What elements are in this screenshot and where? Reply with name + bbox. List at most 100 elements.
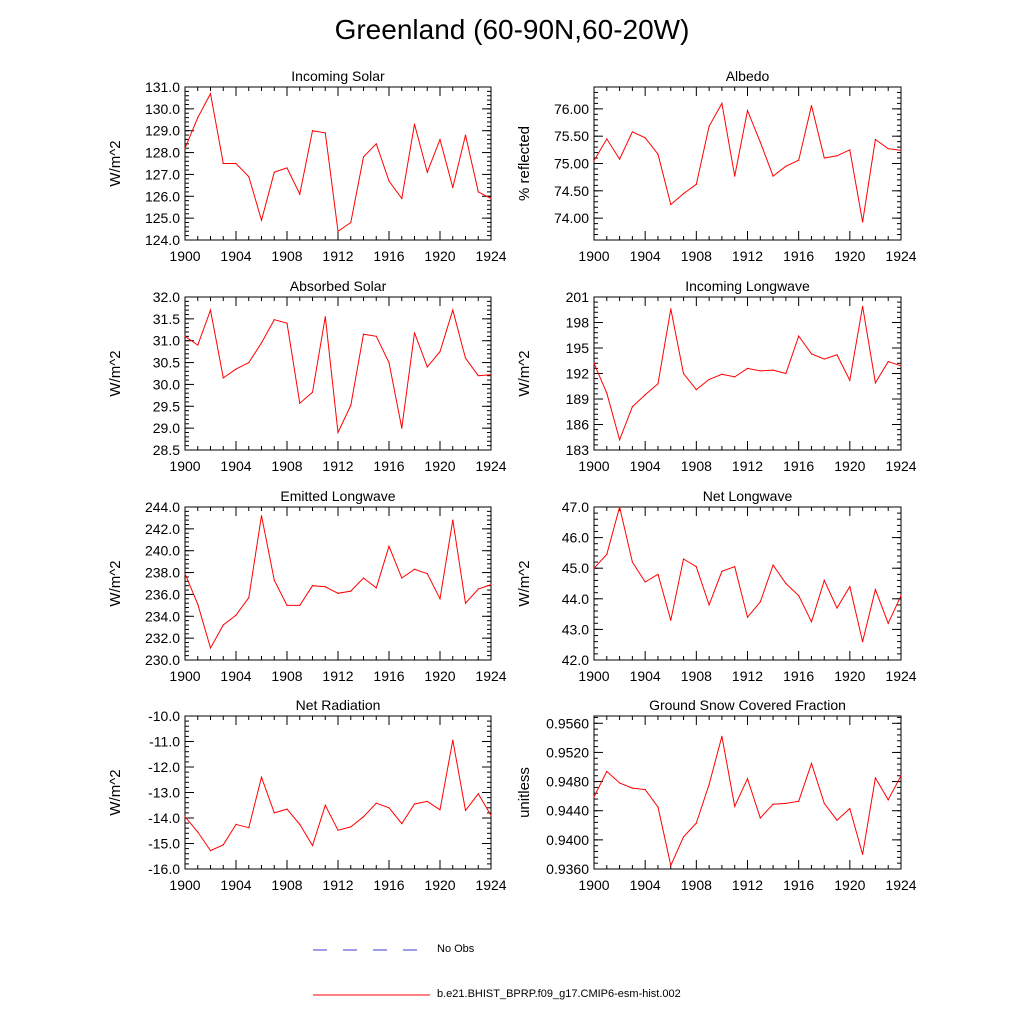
data-point [887, 622, 889, 624]
y-tick-label: 192 [566, 366, 590, 382]
data-point [695, 566, 697, 568]
data-point [785, 802, 787, 805]
data-point [810, 762, 813, 764]
data-point [785, 582, 787, 585]
data-point [772, 369, 774, 371]
y-axis-label: W/m^2 [107, 140, 124, 186]
y-tick-label: 238.0 [145, 565, 180, 581]
y-tick-label: -13.0 [148, 785, 180, 801]
data-point [900, 365, 902, 367]
data-point [209, 647, 212, 649]
x-tick-label: 1912 [732, 248, 763, 264]
y-tick-label: 195 [566, 340, 590, 356]
data-point [593, 160, 595, 162]
y-tick-label: 0.9400 [546, 832, 589, 848]
y-tick-label: 29.0 [153, 420, 180, 436]
data-point [337, 431, 339, 434]
data-point [375, 335, 377, 337]
data-point [452, 739, 454, 741]
data-point [708, 604, 710, 606]
data-point [746, 778, 749, 780]
x-tick-label: 1920 [834, 458, 865, 474]
data-point [375, 802, 377, 804]
data-point [337, 230, 339, 232]
data-point [197, 603, 199, 605]
data-point [874, 382, 877, 384]
data-point [490, 583, 492, 586]
data-point [644, 788, 646, 791]
data-point [439, 809, 441, 811]
data-point [452, 519, 454, 521]
data-point [464, 134, 467, 136]
x-tick-label: 1908 [271, 458, 302, 474]
y-tick-label: 0.9560 [546, 715, 589, 731]
data-point [759, 141, 761, 143]
data-point [670, 308, 672, 310]
plot-frame [184, 715, 492, 870]
x-tick-label: 1904 [630, 248, 661, 264]
data-point [644, 137, 646, 139]
y-axis-label: % reflected [516, 126, 533, 201]
data-point [734, 376, 736, 378]
y-tick-label: 0.9520 [546, 744, 589, 760]
data-point [286, 808, 288, 810]
data-point [657, 153, 659, 155]
data-point [734, 805, 736, 807]
data-point [670, 619, 672, 621]
panel-title: Albedo [726, 68, 770, 84]
data-point [273, 319, 275, 321]
data-point [593, 362, 595, 364]
data-point [874, 777, 877, 779]
y-tick-label: 29.5 [153, 398, 180, 414]
data-point [350, 221, 352, 224]
data-point [248, 176, 250, 178]
y-tick-label: 128.0 [145, 145, 180, 161]
panel-title: Incoming Longwave [685, 278, 810, 294]
data-point [849, 585, 851, 588]
data-point [618, 782, 621, 784]
data-point [222, 377, 224, 379]
panel-title: Net Longwave [703, 488, 793, 504]
y-axis-label: W/m^2 [107, 560, 124, 606]
data-point [235, 368, 237, 370]
data-point [708, 783, 710, 786]
data-point [324, 132, 326, 134]
data-point [759, 817, 761, 819]
data-point [286, 322, 288, 324]
series-line [593, 736, 902, 867]
data-point [631, 787, 633, 789]
data-point [657, 806, 659, 808]
series-line [184, 515, 492, 650]
x-tick-label: 1924 [475, 668, 506, 684]
data-point [375, 587, 377, 589]
y-tick-label: 130.0 [145, 101, 180, 117]
data-point [350, 404, 352, 407]
data-point [299, 402, 301, 404]
y-tick-label: 186 [566, 417, 590, 433]
y-tick-label: -14.0 [148, 810, 180, 826]
x-tick-label: 1912 [732, 458, 763, 474]
panel-title: Emitted Longwave [280, 488, 395, 504]
x-tick-label: 1920 [424, 458, 455, 474]
data-point [324, 316, 326, 318]
data-point [426, 171, 428, 173]
data-point [721, 102, 723, 104]
data-point [618, 506, 621, 508]
data-point [785, 165, 787, 167]
data-point [477, 375, 479, 377]
data-point [900, 149, 902, 151]
data-point [388, 180, 390, 182]
data-point [235, 823, 237, 825]
data-point [299, 604, 301, 606]
x-tick-label: 1908 [271, 877, 302, 893]
data-point [222, 624, 224, 626]
data-point [401, 577, 403, 579]
data-point [849, 149, 851, 151]
plot-frame [593, 296, 902, 451]
data-point [273, 171, 275, 173]
y-tick-label: 244.0 [145, 499, 180, 515]
x-tick-label: 1916 [373, 877, 404, 893]
y-tick-label: 45.0 [562, 560, 589, 576]
data-point [184, 147, 186, 149]
